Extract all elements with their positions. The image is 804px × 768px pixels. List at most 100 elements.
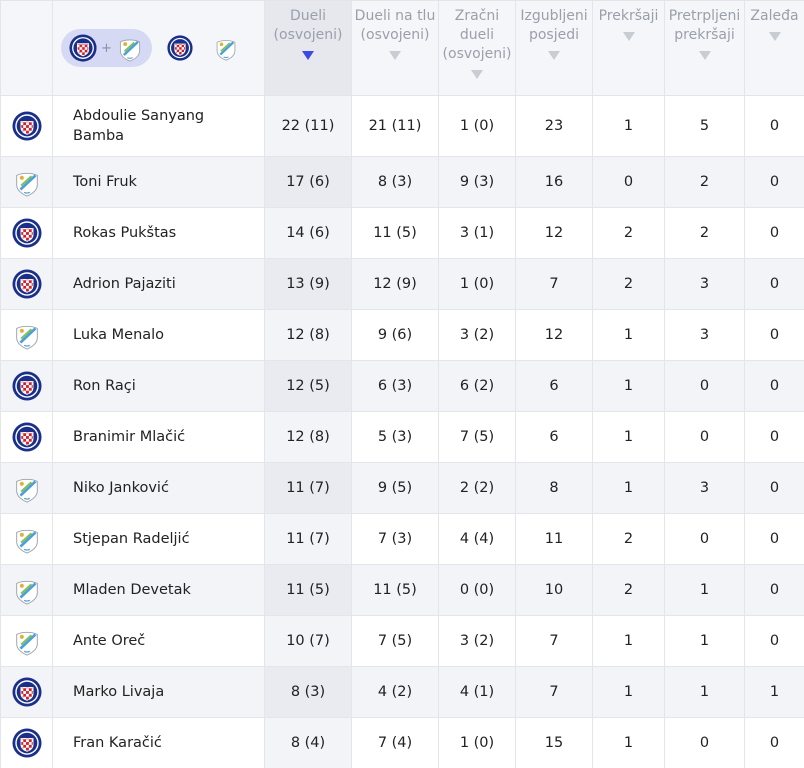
stat-duels: 14 (6) xyxy=(264,207,352,259)
stat-fouls: 2 xyxy=(592,564,665,616)
table-row[interactable]: Abdoulie Sanyang Bamba 22 (11) 21 (11) 1 (0… xyxy=(0,95,804,157)
player-name[interactable]: Stjepan Radeljić xyxy=(52,513,265,565)
player-name[interactable]: Marko Livaja xyxy=(52,666,265,718)
stat-lost: 6 xyxy=(515,360,593,412)
team-crest-cell xyxy=(0,309,53,361)
stat-lost: 7 xyxy=(515,666,593,718)
stat-ground: 4 (2) xyxy=(351,666,439,718)
table-row[interactable]: Luka Menalo 12 (8) 9 (6) 3 (2) 12 1 3 0 xyxy=(0,309,804,361)
header-row: + Dueli (osvojeni) Dueli na tlu (osvojen… xyxy=(0,0,804,96)
table-row[interactable]: Marko Livaja 8 (3) 4 (2) 4 (1) 7 1 1 1 xyxy=(0,666,804,718)
player-name[interactable]: Abdoulie Sanyang Bamba xyxy=(52,95,265,157)
player-name[interactable]: Ron Raçi xyxy=(52,360,265,412)
column-label: Pretrpljeni prekršaji xyxy=(668,8,741,43)
sort-arrow-icon xyxy=(389,51,401,60)
hajduk-crest-icon xyxy=(12,371,42,401)
stat-duels: 11 (7) xyxy=(264,462,352,514)
stat-ground: 5 (3) xyxy=(351,411,439,463)
player-name[interactable]: Adrion Pajaziti xyxy=(52,258,265,310)
stat-lost: 7 xyxy=(515,258,593,310)
table-row[interactable]: Branimir Mlačić 12 (8) 5 (3) 7 (5) 6 1 0 0 xyxy=(0,411,804,463)
team-crest-cell xyxy=(0,666,53,718)
player-name[interactable]: Branimir Mlačić xyxy=(52,411,265,463)
stat-lost: 10 xyxy=(515,564,593,616)
stat-fouled: 1 xyxy=(664,615,745,667)
table-row[interactable]: Niko Janković 11 (7) 9 (5) 2 (2) 8 1 3 0 xyxy=(0,462,804,514)
sort-arrow-icon xyxy=(471,70,483,79)
column-header-fouls[interactable]: Prekršaji xyxy=(592,0,665,96)
stat-ground: 12 (9) xyxy=(351,258,439,310)
stat-lost: 7 xyxy=(515,615,593,667)
player-name[interactable]: Niko Janković xyxy=(52,462,265,514)
stat-lost: 6 xyxy=(515,411,593,463)
table-row[interactable]: Adrion Pajaziti 13 (9) 12 (9) 1 (0) 7 2 3 0 xyxy=(0,258,804,310)
stat-aerial: 9 (3) xyxy=(438,156,516,208)
stat-fouls: 1 xyxy=(592,666,665,718)
stat-fouled: 3 xyxy=(664,309,745,361)
stat-fouled: 0 xyxy=(664,717,745,768)
table-row[interactable]: Toni Fruk 17 (6) 8 (3) 9 (3) 16 0 2 0 xyxy=(0,156,804,208)
stat-offsides: 0 xyxy=(744,564,804,616)
player-name[interactable]: Toni Fruk xyxy=(52,156,265,208)
rijeka-crest-icon xyxy=(12,575,42,605)
table-row[interactable]: Stjepan Radeljić 11 (7) 7 (3) 4 (4) 11 2 0 0 xyxy=(0,513,804,565)
stat-offsides: 0 xyxy=(744,207,804,259)
stat-duels: 13 (9) xyxy=(264,258,352,310)
player-name[interactable]: Fran Karačić xyxy=(52,717,265,768)
team-crest-cell xyxy=(0,564,53,616)
table-row[interactable]: Ron Raçi 12 (5) 6 (3) 6 (2) 6 1 0 0 xyxy=(0,360,804,412)
team-crest-cell xyxy=(0,207,53,259)
table-row[interactable]: Rokas Pukštas 14 (6) 11 (5) 3 (1) 12 2 2 0 xyxy=(0,207,804,259)
stat-fouls: 1 xyxy=(592,360,665,412)
stat-offsides: 0 xyxy=(744,95,804,157)
column-header-fouled[interactable]: Pretrpljeni prekršaji xyxy=(664,0,745,96)
player-name[interactable]: Rokas Pukštas xyxy=(52,207,265,259)
rijeka-crest-icon xyxy=(12,320,42,350)
column-header-aerial-duels[interactable]: Zračni dueli (osvojeni) xyxy=(438,0,516,96)
stat-aerial: 1 (0) xyxy=(438,258,516,310)
column-header-duels[interactable]: Dueli (osvojeni) xyxy=(264,0,352,96)
filter-hajduk[interactable] xyxy=(162,30,198,66)
team-crest-cell xyxy=(0,717,53,768)
stat-offsides: 0 xyxy=(744,462,804,514)
filter-both-teams[interactable]: + xyxy=(61,29,152,67)
column-header-offsides[interactable]: Zaleđa xyxy=(744,0,804,96)
stat-duels: 12 (5) xyxy=(264,360,352,412)
stat-fouled: 1 xyxy=(664,666,745,718)
hajduk-crest-icon xyxy=(12,677,42,707)
player-name[interactable]: Luka Menalo xyxy=(52,309,265,361)
stat-duels: 22 (11) xyxy=(264,95,352,157)
column-header-possession-lost[interactable]: Izgubljeni posjedi xyxy=(515,0,593,96)
rijeka-crest-icon xyxy=(213,35,239,61)
sort-arrow-icon xyxy=(302,51,314,60)
stat-lost: 16 xyxy=(515,156,593,208)
stat-ground: 6 (3) xyxy=(351,360,439,412)
table-row[interactable]: Mladen Devetak 11 (5) 11 (5) 0 (0) 10 2 1 0 xyxy=(0,564,804,616)
stat-fouled: 0 xyxy=(664,513,745,565)
sort-arrow-icon xyxy=(622,32,635,41)
stat-aerial: 4 (1) xyxy=(438,666,516,718)
team-crest-cell xyxy=(0,615,53,667)
filter-rijeka[interactable] xyxy=(208,30,244,66)
stat-fouls: 1 xyxy=(592,309,665,361)
stat-duels: 11 (5) xyxy=(264,564,352,616)
table-row[interactable]: Fran Karačić 8 (4) 7 (4) 1 (0) 15 1 0 0 xyxy=(0,717,804,768)
team-crest-cell xyxy=(0,462,53,514)
team-crest-cell xyxy=(0,156,53,208)
crest-header xyxy=(0,0,53,96)
table-row[interactable]: Ante Oreč 10 (7) 7 (5) 3 (2) 7 1 1 0 xyxy=(0,615,804,667)
player-name[interactable]: Ante Oreč xyxy=(52,615,265,667)
stat-fouled: 2 xyxy=(664,156,745,208)
team-filter-cell: + xyxy=(52,0,265,96)
stat-lost: 12 xyxy=(515,309,593,361)
stat-ground: 8 (3) xyxy=(351,156,439,208)
stat-duels: 17 (6) xyxy=(264,156,352,208)
stat-aerial: 7 (5) xyxy=(438,411,516,463)
column-header-ground-duels[interactable]: Dueli na tlu (osvojeni) xyxy=(351,0,439,96)
player-name[interactable]: Mladen Devetak xyxy=(52,564,265,616)
stat-aerial: 3 (2) xyxy=(438,615,516,667)
team-crest-cell xyxy=(0,258,53,310)
stat-ground: 7 (4) xyxy=(351,717,439,768)
stat-ground: 9 (5) xyxy=(351,462,439,514)
